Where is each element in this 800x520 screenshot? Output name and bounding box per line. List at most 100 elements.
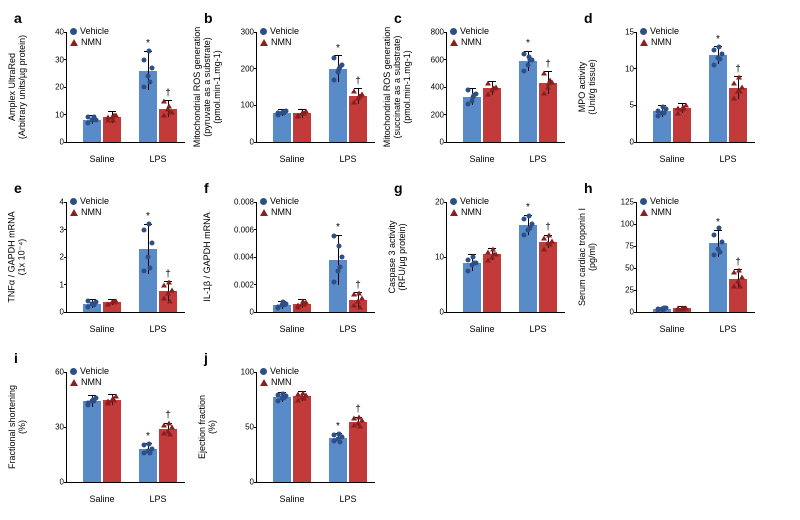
panel-j: jVehicleNMNEjection fraction(%)050100Sal…	[200, 354, 390, 512]
significance-marker: *	[146, 211, 150, 222]
error-bar	[148, 224, 149, 249]
y-tick-label: 200	[431, 110, 444, 119]
y-tick-label: 800	[431, 28, 444, 37]
y-tick-label: 100	[621, 220, 634, 229]
y-tick-label: 200	[241, 64, 254, 73]
y-tick	[634, 68, 637, 69]
y-tick	[444, 114, 447, 115]
x-group-label: Saline	[469, 154, 494, 164]
data-point	[351, 88, 357, 93]
x-group-label: LPS	[339, 154, 356, 164]
data-point	[521, 68, 526, 73]
data-point	[276, 304, 281, 309]
y-tick	[254, 202, 257, 203]
y-tick	[444, 87, 447, 88]
x-group-label: Saline	[279, 324, 304, 334]
plot-area: 010203040SalineLPS*†	[66, 32, 185, 143]
plot-area: 051015SalineLPS*†	[636, 32, 755, 143]
significance-marker: *	[336, 421, 340, 432]
y-tick	[254, 372, 257, 373]
y-tick	[254, 427, 257, 428]
data-point	[332, 234, 337, 239]
y-tick-label: 75	[625, 242, 634, 251]
y-tick	[634, 246, 637, 247]
y-tick-label: 1	[60, 280, 64, 289]
x-group-label: Saline	[279, 494, 304, 504]
bar-nmn	[483, 88, 501, 142]
data-point	[161, 98, 167, 103]
panel-g: gVehicleNMNCaspase 3 activity(RFU/µg pro…	[390, 184, 580, 342]
data-point	[357, 423, 363, 428]
y-tick-label: 40	[55, 28, 64, 37]
y-tick	[634, 202, 637, 203]
error-bar	[718, 230, 719, 243]
data-point	[331, 77, 336, 82]
y-tick-label: 0	[630, 138, 634, 147]
y-tick	[64, 312, 67, 313]
significance-marker: †	[355, 280, 361, 291]
y-tick	[634, 268, 637, 269]
y-tick	[634, 224, 637, 225]
y-axis-label: Ejection fraction(%)	[197, 357, 217, 497]
panel-e: eVehicleNMNTNFα / GAPDH mRNA(1x 10⁻⁴)012…	[10, 184, 200, 342]
y-tick-label: 0	[440, 138, 444, 147]
y-tick	[64, 202, 67, 203]
data-point	[465, 268, 470, 273]
data-point	[720, 239, 725, 244]
data-point	[337, 264, 342, 269]
error-bar	[148, 51, 149, 70]
y-axis-label: Mitochondrial ROS generation(succinate a…	[382, 17, 412, 157]
y-tick-label: 0	[630, 308, 634, 317]
data-point	[711, 252, 716, 257]
y-tick-label: 0	[250, 478, 254, 487]
significance-marker: †	[165, 88, 171, 99]
data-point	[111, 299, 117, 304]
x-group-label: Saline	[279, 154, 304, 164]
x-group-label: Saline	[89, 494, 114, 504]
x-group-label: Saline	[469, 324, 494, 334]
data-point	[717, 250, 722, 255]
data-point	[526, 63, 531, 68]
y-tick-label: 3	[60, 225, 64, 234]
y-tick-label: 0.006	[234, 225, 254, 234]
data-point	[485, 80, 491, 85]
data-point	[150, 241, 155, 246]
data-point	[147, 266, 152, 271]
data-point	[357, 94, 363, 99]
data-point	[471, 93, 476, 98]
y-axis-label: Fractional shortening(%)	[7, 357, 27, 497]
data-point	[331, 279, 336, 284]
data-point	[301, 396, 307, 401]
y-tick-label: 0.004	[234, 253, 254, 262]
panel-h: hVehicleNMNSerum cardiac troponin I(pg/m…	[580, 184, 770, 342]
y-tick	[254, 482, 257, 483]
data-point	[739, 274, 745, 279]
data-point	[146, 255, 151, 260]
data-point	[146, 441, 151, 446]
y-tick-label: 20	[435, 198, 444, 207]
data-point	[359, 296, 365, 301]
data-point	[281, 110, 286, 115]
significance-marker: †	[735, 257, 741, 268]
data-point	[300, 390, 306, 395]
x-group-label: LPS	[719, 154, 736, 164]
significance-marker: *	[716, 217, 720, 228]
y-tick-label: 50	[245, 423, 254, 432]
x-group-label: Saline	[659, 324, 684, 334]
bar-vehicle	[519, 61, 537, 142]
data-point	[737, 283, 743, 288]
y-tick-label: 15	[625, 28, 634, 37]
data-point	[166, 104, 172, 109]
data-point	[146, 222, 151, 227]
data-point	[110, 118, 116, 123]
data-point	[146, 74, 151, 79]
data-point	[490, 246, 496, 251]
x-group-label: Saline	[89, 324, 114, 334]
data-point	[91, 303, 96, 308]
y-tick	[64, 87, 67, 88]
data-point	[301, 110, 307, 115]
bar-nmn	[349, 422, 367, 483]
y-tick-label: 20	[55, 83, 64, 92]
significance-marker: *	[146, 38, 150, 49]
y-tick	[64, 482, 67, 483]
